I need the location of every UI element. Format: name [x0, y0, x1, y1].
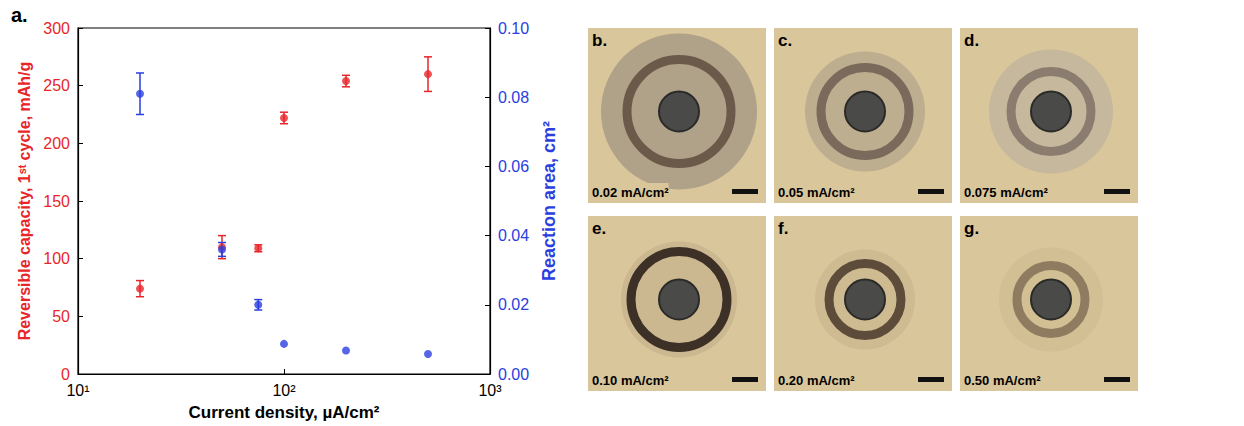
svg-text:10³: 10³	[478, 382, 502, 399]
svg-text:250: 250	[43, 77, 70, 94]
svg-text:f.: f.	[778, 219, 788, 238]
svg-text:10¹: 10¹	[66, 382, 89, 399]
svg-text:c.: c.	[778, 31, 792, 50]
svg-text:100: 100	[43, 250, 70, 267]
svg-text:0.02 mA/cm²: 0.02 mA/cm²	[592, 185, 669, 200]
svg-text:d.: d.	[964, 31, 979, 50]
svg-text:200: 200	[43, 135, 70, 152]
svg-text:0.08: 0.08	[498, 89, 529, 106]
svg-text:b.: b.	[592, 31, 607, 50]
svg-text:0.075 mA/cm²: 0.075 mA/cm²	[964, 185, 1048, 200]
svg-text:0.00: 0.00	[498, 366, 529, 383]
svg-text:0.02: 0.02	[498, 296, 529, 313]
svg-text:Reversible capacity, 1ˢᵗ cycle: Reversible capacity, 1ˢᵗ cycle, mAh/g	[16, 62, 33, 341]
svg-text:0.20 mA/cm²: 0.20 mA/cm²	[778, 373, 855, 388]
svg-text:50: 50	[52, 308, 70, 325]
svg-text:0.10 mA/cm²: 0.10 mA/cm²	[592, 373, 669, 388]
svg-text:300: 300	[43, 20, 70, 37]
svg-text:10²: 10²	[272, 382, 296, 399]
svg-text:a.: a.	[11, 4, 28, 26]
svg-text:150: 150	[43, 193, 70, 210]
svg-text:e.: e.	[592, 219, 606, 238]
svg-text:Reaction area, cm²: Reaction area, cm²	[539, 121, 559, 281]
svg-text:0.06: 0.06	[498, 158, 529, 175]
svg-text:0: 0	[61, 366, 70, 383]
svg-text:0.10: 0.10	[498, 20, 529, 37]
svg-text:0.05 mA/cm²: 0.05 mA/cm²	[778, 185, 855, 200]
svg-text:0.04: 0.04	[498, 227, 529, 244]
svg-text:Current density, µA/cm²: Current density, µA/cm²	[189, 403, 380, 422]
svg-text:0.50 mA/cm²: 0.50 mA/cm²	[964, 373, 1041, 388]
svg-text:g.: g.	[964, 219, 979, 238]
